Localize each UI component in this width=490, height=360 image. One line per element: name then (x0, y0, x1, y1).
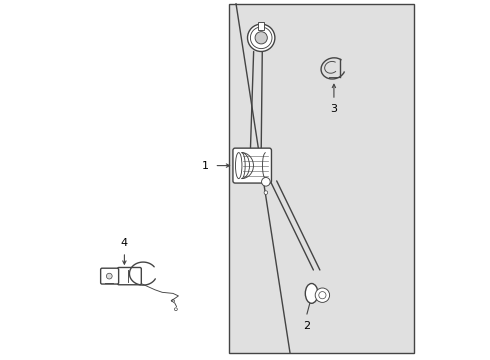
Text: 1: 1 (202, 161, 209, 171)
Text: 3: 3 (330, 104, 338, 114)
Bar (229, 4, 414, 353)
FancyBboxPatch shape (118, 267, 141, 285)
Text: 2: 2 (303, 321, 311, 332)
Circle shape (262, 177, 270, 186)
Circle shape (250, 27, 272, 49)
Circle shape (264, 191, 268, 194)
Circle shape (255, 32, 268, 44)
Text: 4: 4 (121, 238, 128, 248)
FancyBboxPatch shape (100, 268, 119, 284)
Ellipse shape (236, 153, 242, 179)
Circle shape (315, 288, 330, 302)
Circle shape (247, 24, 275, 51)
Circle shape (106, 273, 112, 279)
Ellipse shape (305, 284, 318, 303)
Bar (258, 22, 264, 30)
Circle shape (174, 308, 177, 311)
FancyBboxPatch shape (233, 148, 271, 183)
Circle shape (319, 292, 326, 299)
